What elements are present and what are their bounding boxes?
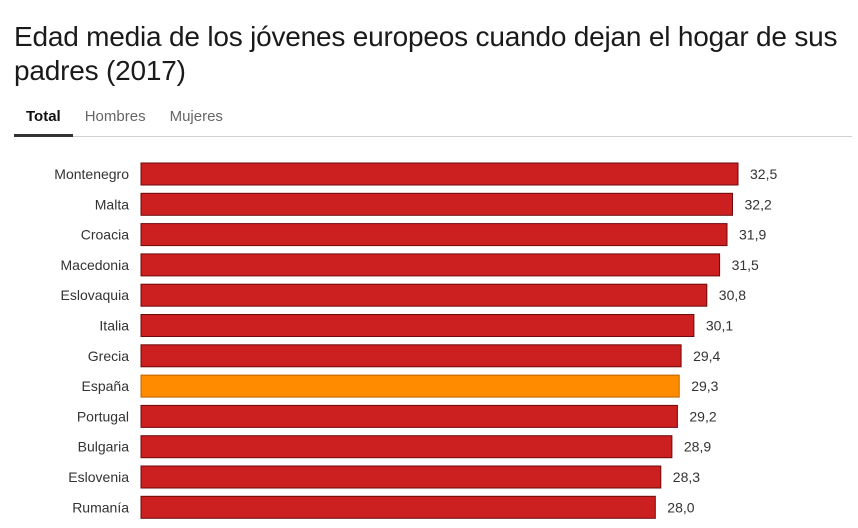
value-label: 32,2 bbox=[745, 196, 772, 212]
bar[interactable] bbox=[140, 344, 682, 368]
category-label: España bbox=[82, 378, 130, 394]
value-label: 29,2 bbox=[689, 408, 716, 424]
bar[interactable] bbox=[140, 495, 656, 519]
value-label: 31,5 bbox=[732, 257, 759, 273]
chart-title: Edad media de los jóvenes europeos cuand… bbox=[14, 21, 838, 86]
category-label: Eslovenia bbox=[68, 469, 129, 485]
tab-mujeres[interactable]: Mujeres bbox=[169, 108, 223, 125]
bar-highlight[interactable] bbox=[140, 374, 680, 398]
bar[interactable] bbox=[140, 223, 728, 247]
category-label: Croacia bbox=[81, 227, 129, 243]
category-label: Italia bbox=[99, 318, 129, 334]
value-label: 32,5 bbox=[750, 166, 777, 182]
value-label: 28,3 bbox=[673, 469, 700, 485]
tab-hombres[interactable]: Hombres bbox=[84, 108, 146, 125]
category-label: Bulgaria bbox=[78, 439, 130, 455]
tab-total[interactable]: Total bbox=[14, 104, 73, 137]
value-label: 28,0 bbox=[667, 499, 694, 515]
category-label: Malta bbox=[95, 196, 129, 212]
category-label: Grecia bbox=[88, 348, 129, 364]
value-label: 31,9 bbox=[739, 227, 766, 243]
value-label: 29,4 bbox=[693, 348, 720, 364]
bar-chart: Montenegro 32,5 Malta 32,2 Croacia 31,9 Macedo… bbox=[54, 162, 777, 519]
value-label: 29,3 bbox=[691, 378, 718, 394]
category-label: Montenegro bbox=[54, 166, 129, 182]
bar[interactable] bbox=[140, 162, 739, 186]
value-label: 30,1 bbox=[706, 318, 733, 334]
bar[interactable] bbox=[140, 253, 721, 277]
category-label: Macedonia bbox=[61, 257, 130, 273]
bar[interactable] bbox=[140, 283, 708, 307]
value-label: 30,8 bbox=[719, 287, 746, 303]
bar[interactable] bbox=[140, 404, 678, 428]
category-label: Rumanía bbox=[72, 499, 129, 515]
tab-bar: Total Hombres Mujeres bbox=[14, 104, 852, 137]
bar[interactable] bbox=[140, 435, 673, 459]
value-label: 28,9 bbox=[684, 439, 711, 455]
bar[interactable] bbox=[140, 314, 695, 337]
bar[interactable] bbox=[140, 192, 733, 216]
bar[interactable] bbox=[140, 465, 662, 489]
category-label: Eslovaquia bbox=[61, 287, 130, 303]
category-label: Portugal bbox=[77, 408, 129, 424]
